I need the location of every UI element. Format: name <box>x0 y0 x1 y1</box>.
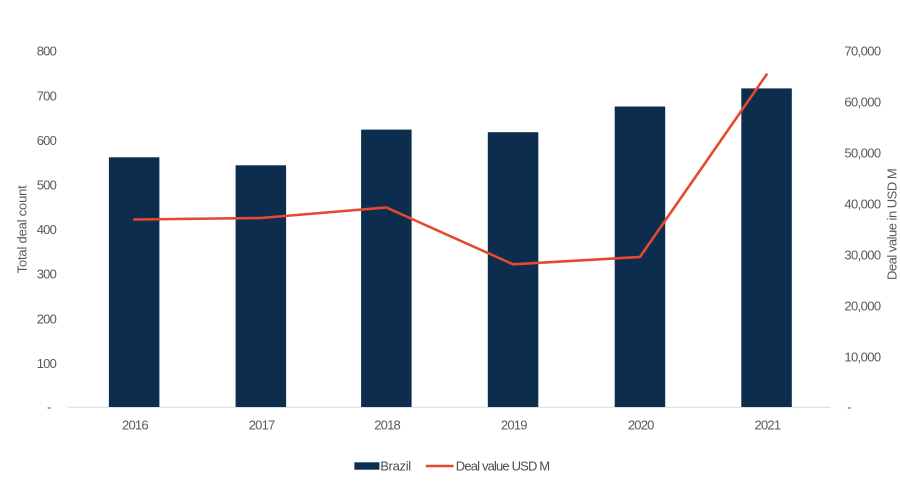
svg-text:700: 700 <box>37 88 57 103</box>
svg-text:-: - <box>47 399 51 414</box>
svg-text:60,000: 60,000 <box>844 95 881 110</box>
svg-text:2016: 2016 <box>122 418 148 433</box>
svg-text:2018: 2018 <box>374 418 400 433</box>
svg-text:Deal value USD M: Deal value USD M <box>456 459 550 474</box>
svg-text:70,000: 70,000 <box>844 44 881 59</box>
svg-text:40,000: 40,000 <box>844 197 881 212</box>
svg-text:2021: 2021 <box>755 418 781 433</box>
svg-text:100: 100 <box>37 356 57 371</box>
svg-text:500: 500 <box>37 178 57 193</box>
svg-text:-: - <box>847 399 851 414</box>
svg-text:30,000: 30,000 <box>844 248 881 263</box>
svg-text:Total deal count: Total deal count <box>14 185 29 273</box>
svg-text:Brazil: Brazil <box>380 459 411 474</box>
svg-text:10,000: 10,000 <box>844 350 881 365</box>
svg-text:200: 200 <box>37 311 57 326</box>
svg-text:2017: 2017 <box>249 418 275 433</box>
svg-text:600: 600 <box>37 133 57 148</box>
svg-text:300: 300 <box>37 267 57 282</box>
svg-text:800: 800 <box>37 44 57 59</box>
svg-text:Deal value in USD M: Deal value in USD M <box>884 169 899 280</box>
svg-text:2019: 2019 <box>501 418 527 433</box>
svg-text:400: 400 <box>37 222 57 237</box>
svg-text:20,000: 20,000 <box>844 299 881 314</box>
svg-text:2020: 2020 <box>628 418 654 433</box>
svg-text:50,000: 50,000 <box>844 146 881 161</box>
